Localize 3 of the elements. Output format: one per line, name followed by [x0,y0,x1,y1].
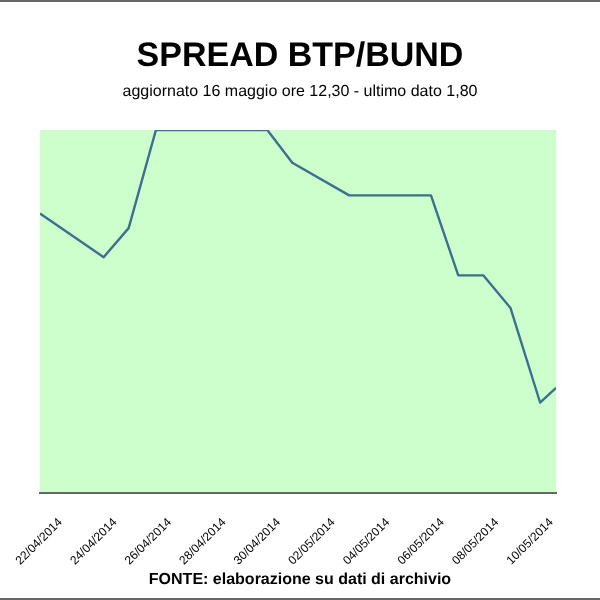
chart-subtitle: aggiornato 16 maggio ore 12,30 - ultimo dato 1,80 [120,82,480,104]
chart-title: SPREAD BTP/BUND [134,36,466,76]
source-note: FONTE: elaborazione su dati di archivio [146,570,454,588]
